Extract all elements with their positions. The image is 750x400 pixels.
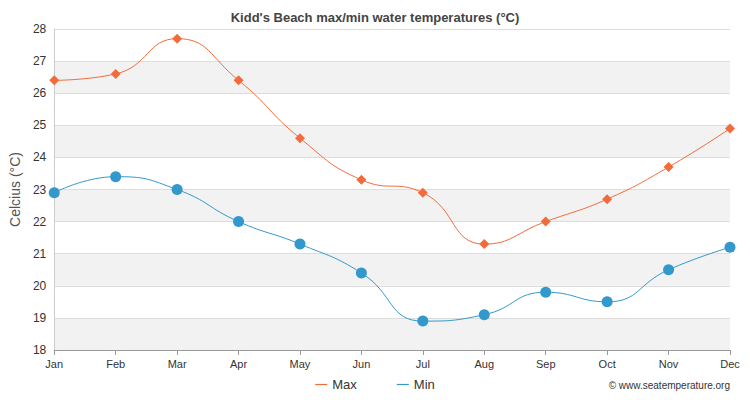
svg-text:Dec: Dec	[720, 358, 740, 370]
svg-text:Kidd's Beach max/min water tem: Kidd's Beach max/min water temperatures …	[231, 10, 520, 25]
svg-text:Jun: Jun	[353, 358, 371, 370]
svg-text:Max: Max	[332, 377, 357, 392]
svg-text:27: 27	[33, 54, 47, 68]
svg-text:Sep: Sep	[536, 358, 556, 370]
svg-text:Celcius (°C): Celcius (°C)	[7, 152, 23, 227]
svg-text:Apr: Apr	[230, 358, 247, 370]
svg-text:Min: Min	[414, 377, 435, 392]
svg-text:© www.seatemperature.org: © www.seatemperature.org	[609, 380, 730, 391]
svg-text:18: 18	[33, 343, 47, 357]
svg-text:19: 19	[33, 311, 47, 325]
svg-text:Mar: Mar	[168, 358, 187, 370]
svg-text:Jul: Jul	[416, 358, 430, 370]
svg-text:20: 20	[33, 279, 47, 293]
svg-text:21: 21	[33, 247, 47, 261]
svg-text:Aug: Aug	[474, 358, 494, 370]
svg-text:Feb: Feb	[106, 358, 125, 370]
svg-text:22: 22	[33, 215, 47, 229]
svg-text:28: 28	[33, 22, 47, 36]
svg-text:Jan: Jan	[45, 358, 63, 370]
svg-text:24: 24	[33, 150, 47, 164]
svg-text:Oct: Oct	[599, 358, 616, 370]
svg-text:23: 23	[33, 183, 47, 197]
svg-text:May: May	[290, 358, 311, 370]
svg-text:25: 25	[33, 118, 47, 132]
svg-text:26: 26	[33, 86, 47, 100]
svg-text:Nov: Nov	[659, 358, 679, 370]
